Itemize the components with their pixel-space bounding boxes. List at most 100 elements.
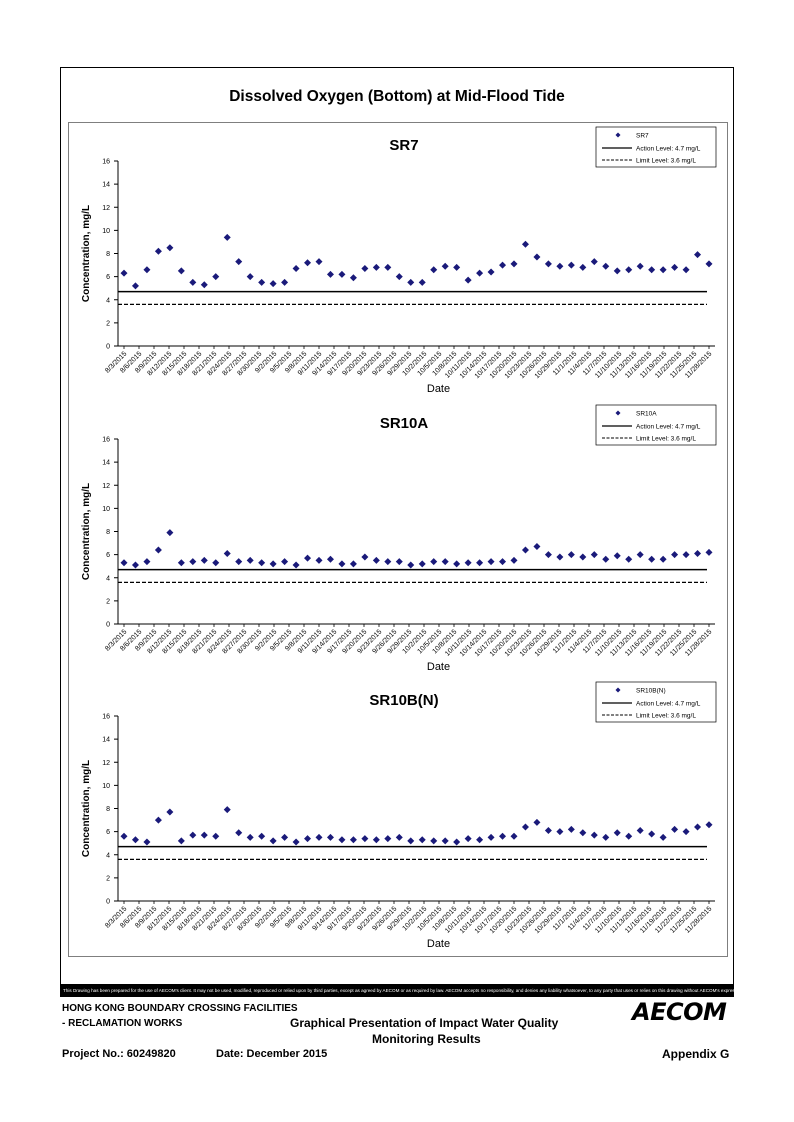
data-point: [372, 556, 380, 564]
data-point: [258, 559, 266, 567]
chart-area: [68, 122, 728, 957]
data-point: [636, 826, 644, 834]
page-title: Dissolved Oxygen (Bottom) at Mid-Flood T…: [229, 88, 565, 105]
data-point: [567, 551, 575, 559]
data-point: [671, 551, 679, 559]
y-tick-label: 0: [106, 344, 110, 351]
y-tick-label: 14: [102, 182, 110, 189]
legend-marker: [615, 410, 621, 416]
data-point: [246, 556, 254, 564]
data-point: [648, 830, 656, 838]
data-point: [154, 247, 162, 255]
data-point: [120, 559, 128, 567]
legend-label-sr7: SR7: [636, 133, 649, 140]
data-point: [384, 835, 392, 843]
data-point: [372, 836, 380, 844]
y-tick-label: 4: [106, 297, 110, 304]
data-point: [212, 273, 220, 281]
data-point: [694, 251, 702, 259]
data-point: [682, 266, 690, 274]
data-point: [418, 836, 426, 844]
data-point: [441, 262, 449, 270]
data-point: [326, 270, 334, 278]
data-point: [556, 553, 564, 561]
data-point: [533, 818, 541, 826]
data-point: [154, 816, 162, 824]
legend-label-limit-level: Limit Level: 3.6 mg/L: [636, 713, 696, 720]
data-point: [349, 836, 357, 844]
data-point: [705, 548, 713, 556]
y-tick-label: 6: [106, 829, 110, 836]
data-point: [430, 266, 438, 274]
document-date: Date: December 2015: [216, 1048, 328, 1060]
data-point: [292, 838, 300, 846]
data-point: [258, 832, 266, 840]
data-point: [269, 280, 277, 288]
data-point: [189, 558, 197, 566]
y-tick-label: 8: [106, 529, 110, 536]
data-point: [487, 268, 495, 276]
data-point: [625, 266, 633, 274]
data-point: [407, 278, 415, 286]
data-point: [625, 555, 633, 563]
y-tick-label: 6: [106, 274, 110, 281]
data-point: [510, 260, 518, 268]
legend-label-limit-level: Limit Level: 3.6 mg/L: [636, 158, 696, 165]
data-point: [464, 276, 472, 284]
data-point: [177, 267, 185, 275]
data-point: [281, 278, 289, 286]
appendix-label: Appendix G: [662, 1047, 730, 1061]
data-point: [338, 270, 346, 278]
data-point: [533, 253, 541, 261]
data-point: [395, 558, 403, 566]
data-point: [304, 835, 312, 843]
data-point: [292, 561, 300, 569]
data-point: [499, 558, 507, 566]
y-tick-label: 8: [106, 806, 110, 813]
data-point: [246, 273, 254, 281]
data-point: [154, 546, 162, 554]
data-point: [705, 821, 713, 829]
y-tick-label: 8: [106, 251, 110, 258]
aecom-logo: AECOM: [632, 998, 727, 1026]
y-tick-label: 2: [106, 875, 110, 882]
data-point: [223, 233, 231, 241]
data-point: [476, 269, 484, 277]
legend-label-limit-level: Limit Level: 3.6 mg/L: [636, 436, 696, 443]
data-point: [590, 551, 598, 559]
data-point: [441, 837, 449, 845]
data-point: [384, 263, 392, 271]
data-point: [131, 836, 139, 844]
y-tick-label: 16: [102, 159, 110, 166]
data-point: [579, 263, 587, 271]
data-point: [625, 832, 633, 840]
y-tick-label: 12: [102, 205, 110, 212]
data-point: [315, 258, 323, 266]
data-point: [544, 826, 552, 834]
data-point: [613, 267, 621, 275]
data-point: [281, 558, 289, 566]
data-point: [613, 829, 621, 837]
data-point: [361, 835, 369, 843]
data-point: [212, 559, 220, 567]
data-point: [361, 553, 369, 561]
data-point: [143, 558, 151, 566]
data-point: [131, 282, 139, 290]
data-point: [671, 263, 679, 271]
y-tick-label: 4: [106, 575, 110, 582]
data-point: [326, 833, 334, 841]
data-point: [590, 831, 598, 839]
data-point: [418, 560, 426, 568]
project-number: Project No.: 60249820: [62, 1048, 176, 1060]
legend-label-action-level: Action Level: 4.7 mg/L: [636, 701, 701, 708]
data-point: [556, 262, 564, 270]
legend-label-sr10b-n: SR10B(N): [636, 688, 666, 695]
x-axis-label: Date: [427, 938, 450, 950]
data-point: [648, 555, 656, 563]
data-point: [487, 558, 495, 566]
data-point: [510, 556, 518, 564]
data-point: [281, 833, 289, 841]
data-point: [189, 831, 197, 839]
disclaimer-bar: This Drawing has been prepared for the u…: [60, 984, 734, 997]
